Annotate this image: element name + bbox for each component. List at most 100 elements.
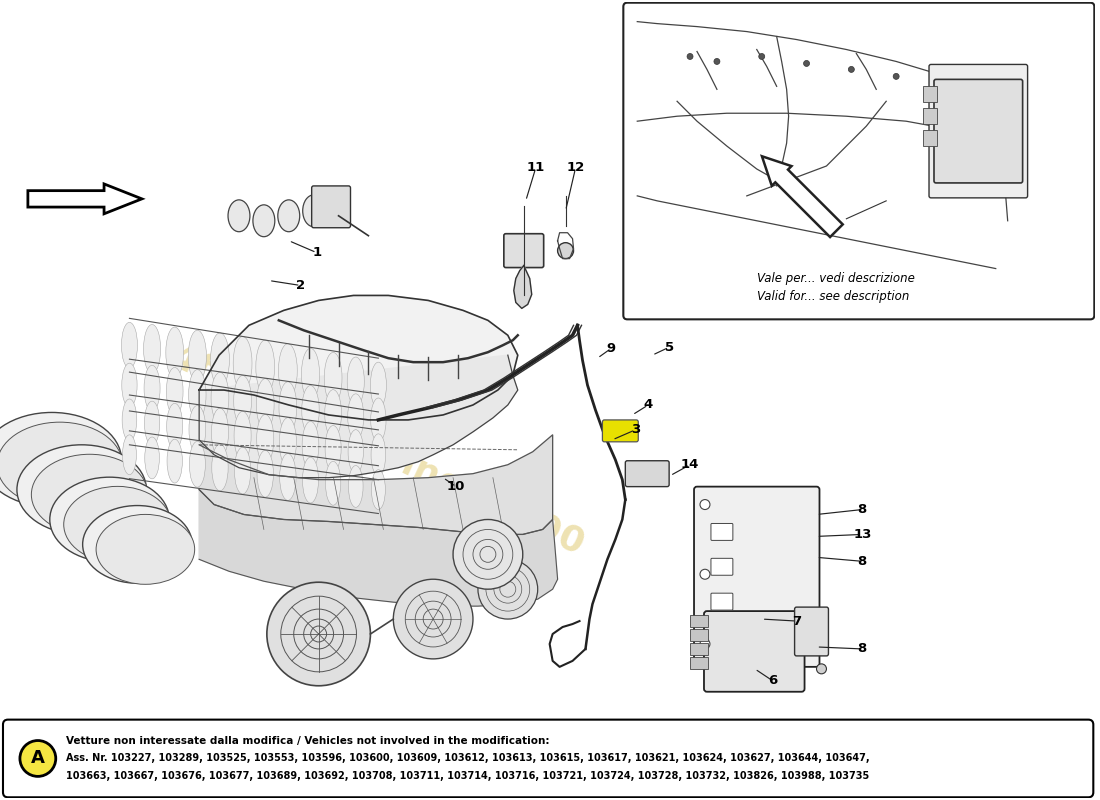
Ellipse shape — [257, 450, 274, 497]
FancyBboxPatch shape — [930, 65, 1027, 198]
Circle shape — [558, 242, 573, 258]
Ellipse shape — [212, 444, 228, 491]
Ellipse shape — [122, 363, 138, 407]
Polygon shape — [199, 435, 552, 534]
Ellipse shape — [0, 413, 121, 507]
Ellipse shape — [210, 333, 230, 386]
Ellipse shape — [371, 398, 386, 442]
Circle shape — [759, 54, 764, 59]
Ellipse shape — [233, 337, 252, 390]
FancyBboxPatch shape — [504, 234, 543, 267]
FancyArrow shape — [28, 184, 142, 214]
Ellipse shape — [122, 399, 136, 441]
Ellipse shape — [234, 411, 251, 460]
Circle shape — [394, 579, 473, 659]
Ellipse shape — [301, 386, 319, 435]
Ellipse shape — [166, 367, 183, 415]
Ellipse shape — [189, 406, 206, 454]
Text: 10: 10 — [447, 480, 465, 493]
Polygon shape — [514, 266, 531, 308]
FancyBboxPatch shape — [624, 2, 1094, 319]
Ellipse shape — [279, 454, 296, 500]
Ellipse shape — [302, 458, 319, 503]
FancyBboxPatch shape — [794, 607, 828, 656]
FancyArrow shape — [762, 156, 843, 237]
Text: Valid for... see description: Valid for... see description — [757, 290, 909, 303]
Ellipse shape — [0, 422, 122, 507]
FancyBboxPatch shape — [694, 486, 820, 667]
FancyBboxPatch shape — [923, 86, 937, 102]
Ellipse shape — [301, 348, 319, 400]
Ellipse shape — [211, 372, 229, 423]
Text: 103663, 103667, 103676, 103677, 103689, 103692, 103708, 103711, 103714, 103716, : 103663, 103667, 103676, 103677, 103689, … — [66, 771, 869, 782]
Circle shape — [700, 639, 710, 649]
Text: 5: 5 — [664, 341, 673, 354]
Ellipse shape — [32, 454, 147, 535]
Ellipse shape — [211, 408, 229, 457]
Circle shape — [714, 58, 719, 65]
Text: 7: 7 — [792, 614, 801, 627]
Circle shape — [267, 582, 371, 686]
Ellipse shape — [326, 426, 341, 471]
Ellipse shape — [302, 422, 319, 469]
Ellipse shape — [302, 195, 324, 226]
Circle shape — [478, 559, 538, 619]
Ellipse shape — [233, 375, 252, 426]
Circle shape — [688, 54, 693, 59]
Circle shape — [20, 741, 56, 776]
Text: 3: 3 — [630, 423, 640, 436]
Text: 2: 2 — [296, 279, 306, 292]
Ellipse shape — [166, 327, 184, 378]
Text: 13: 13 — [854, 528, 871, 541]
Ellipse shape — [278, 200, 299, 232]
Circle shape — [893, 74, 899, 79]
Ellipse shape — [256, 340, 275, 394]
Text: 4ferrari.de since 1990: 4ferrari.de since 1990 — [167, 339, 590, 561]
Ellipse shape — [64, 486, 172, 562]
Ellipse shape — [372, 470, 385, 510]
Ellipse shape — [349, 466, 363, 507]
Ellipse shape — [278, 344, 297, 398]
Ellipse shape — [279, 382, 297, 433]
Ellipse shape — [326, 462, 341, 505]
Text: A: A — [31, 750, 45, 767]
FancyBboxPatch shape — [690, 615, 708, 627]
FancyBboxPatch shape — [923, 108, 937, 124]
FancyBboxPatch shape — [704, 611, 804, 692]
Ellipse shape — [145, 437, 160, 479]
Ellipse shape — [256, 378, 274, 430]
Text: 8: 8 — [858, 503, 867, 516]
Ellipse shape — [371, 434, 386, 476]
Ellipse shape — [167, 439, 183, 483]
Circle shape — [804, 61, 810, 66]
Circle shape — [848, 66, 855, 73]
Circle shape — [453, 519, 522, 589]
Ellipse shape — [96, 514, 195, 584]
Polygon shape — [199, 490, 558, 606]
FancyBboxPatch shape — [603, 420, 638, 442]
Text: Ass. Nr. 103227, 103289, 103525, 103553, 103596, 103600, 103609, 103612, 103613,: Ass. Nr. 103227, 103289, 103525, 103553,… — [66, 754, 869, 763]
Ellipse shape — [188, 330, 207, 382]
Ellipse shape — [348, 430, 363, 474]
Text: 1: 1 — [312, 246, 321, 259]
Ellipse shape — [121, 322, 138, 368]
Ellipse shape — [122, 435, 136, 474]
Text: 14: 14 — [681, 458, 700, 471]
Circle shape — [700, 499, 710, 510]
FancyBboxPatch shape — [3, 720, 1093, 798]
Ellipse shape — [324, 390, 341, 438]
Text: 4: 4 — [644, 398, 652, 411]
Ellipse shape — [167, 403, 183, 449]
FancyBboxPatch shape — [311, 186, 351, 228]
Text: Vetture non interessate dalla modifica / Vehicles not involved in the modificati: Vetture non interessate dalla modifica /… — [66, 735, 549, 746]
Text: 8: 8 — [858, 555, 867, 568]
Ellipse shape — [324, 353, 342, 403]
FancyBboxPatch shape — [711, 558, 733, 575]
Text: 8: 8 — [858, 642, 867, 655]
Ellipse shape — [371, 362, 386, 408]
Ellipse shape — [234, 447, 251, 494]
Ellipse shape — [144, 401, 159, 445]
Text: 9: 9 — [607, 342, 616, 354]
Ellipse shape — [50, 477, 169, 562]
Ellipse shape — [279, 418, 296, 466]
